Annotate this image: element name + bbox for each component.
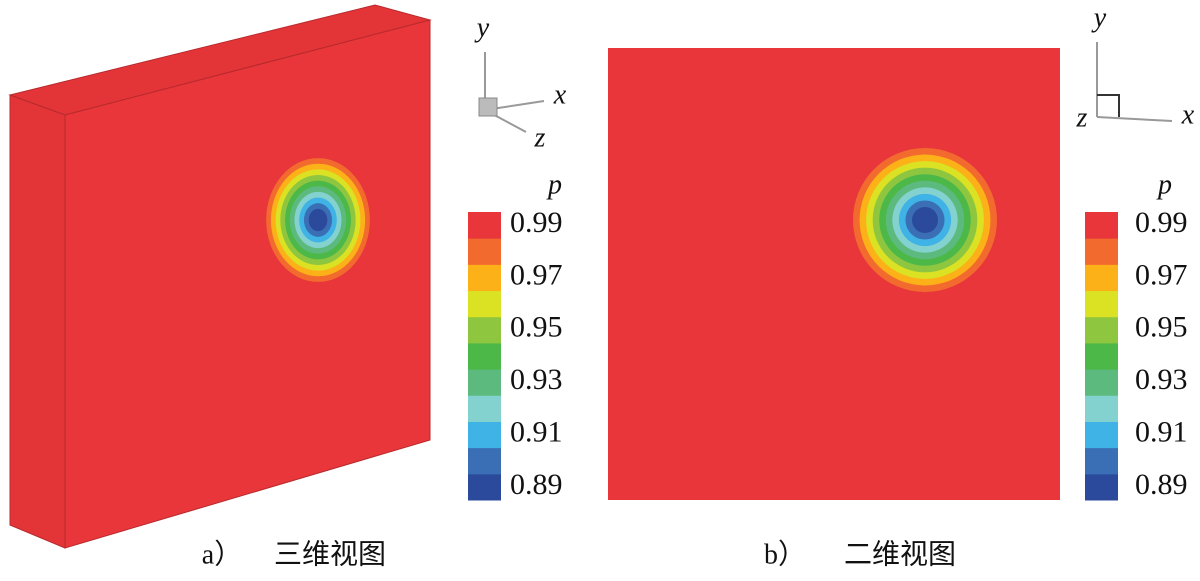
colorbar-tick-label: 0.91 [510,415,563,448]
field [608,48,1060,500]
colorbar-tick-label: 0.93 [1135,363,1188,396]
colorbar-band [1085,264,1118,292]
colorbar-tick-label: 0.95 [1135,311,1188,344]
colorbar-tick-label: 0.93 [510,363,563,396]
colorbar-band [1085,342,1118,370]
box-side [9,94,66,549]
colorbar-band [468,264,501,292]
triad-corner [1097,94,1120,117]
colorbar-band [468,395,501,422]
colorbar-band [1085,316,1118,344]
colorbar-band [468,290,501,318]
colorbar-tick-label: 0.97 [510,258,563,291]
axis-label-x: x [1181,99,1195,130]
axis-label-z: z [534,122,546,153]
colorbar-band [468,238,501,265]
colorbar-tick-label: 0.99 [1135,206,1188,239]
caption-label: a） [202,538,242,570]
axis-x [1096,116,1173,122]
colorbar-tick-label: 0.89 [510,468,563,501]
colorbar-band [1085,212,1118,239]
axis-label-y: y [474,12,490,43]
colorbar-band [1085,395,1118,422]
contour-band [912,207,938,233]
colorbar-band [468,421,501,449]
colorbar-band [468,473,501,501]
contour-band [308,208,328,232]
colorbar-band [1085,238,1118,265]
box-front [64,19,431,549]
colorbar-tick-label: 0.97 [1135,258,1188,291]
colorbar-band [468,342,501,370]
colorbar-band [468,316,501,344]
colorbar-band [1085,290,1118,318]
caption-title: 二维视图 [844,538,956,570]
colorbar-tick-label: 0.95 [510,311,563,344]
colorbar-band [1085,421,1118,449]
colorbar-tick-label: 0.89 [1135,468,1188,501]
colorbar-band [468,369,501,396]
axis-label-x: x [553,79,567,110]
colorbar-band [1085,369,1118,396]
triad-cube [478,97,498,117]
caption-title: 三维视图 [274,538,386,570]
caption-label: b） [764,538,806,570]
colorbar-tick-label: 0.99 [510,206,563,239]
colorbar-band [1085,473,1118,501]
colorbar-band [1085,447,1118,475]
axis-label-z: z [1076,102,1088,133]
colorbar-label: p [546,169,562,200]
axis-label-y: y [1091,2,1107,33]
colorbar-label: p [1156,169,1172,200]
colorbar-band [468,212,501,239]
colorbar-tick-label: 0.91 [1135,415,1188,448]
colorbar-band [468,447,501,475]
